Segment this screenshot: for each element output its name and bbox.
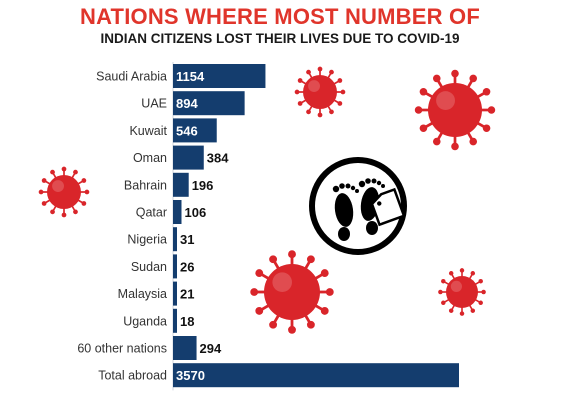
value-label: 26 bbox=[180, 259, 194, 274]
category-label: Oman bbox=[133, 151, 167, 165]
value-label: 106 bbox=[184, 205, 206, 220]
virus-icon bbox=[250, 250, 334, 334]
value-label: 21 bbox=[180, 287, 194, 302]
category-label: Nigeria bbox=[127, 233, 167, 247]
bar bbox=[173, 308, 177, 333]
value-label: 1154 bbox=[176, 69, 205, 84]
category-label: Total abroad bbox=[98, 369, 167, 383]
bar bbox=[173, 227, 177, 252]
value-label: 3570 bbox=[176, 368, 205, 383]
value-label: 196 bbox=[192, 178, 214, 193]
footprints-tag-icon bbox=[309, 157, 407, 255]
virus-icon bbox=[438, 268, 486, 316]
category-label: Saudi Arabia bbox=[96, 70, 167, 84]
category-label: 60 other nations bbox=[77, 342, 167, 356]
bars-group: Saudi Arabia 1154 UAE 894 Kuwait 546 Oman 384 Ba… bbox=[77, 62, 459, 391]
category-label: Sudan bbox=[131, 260, 167, 274]
value-label: 294 bbox=[200, 341, 222, 356]
value-label: 546 bbox=[176, 123, 198, 138]
value-label: 31 bbox=[180, 232, 194, 247]
chart-title: NATIONS WHERE MOST NUMBER OF bbox=[80, 4, 480, 29]
category-label: Malaysia bbox=[118, 287, 167, 301]
virus-icon bbox=[38, 166, 90, 218]
bar bbox=[173, 200, 182, 224]
category-label: UAE bbox=[141, 97, 167, 111]
value-label: 894 bbox=[176, 96, 198, 111]
bar bbox=[173, 281, 177, 306]
category-label: Bahrain bbox=[124, 178, 167, 192]
bar bbox=[173, 172, 189, 197]
virus-icons-group bbox=[38, 66, 496, 334]
bar bbox=[173, 118, 217, 143]
value-label: 18 bbox=[180, 314, 194, 329]
bar bbox=[173, 363, 459, 388]
bar bbox=[173, 145, 204, 170]
virus-icon bbox=[294, 66, 346, 118]
category-label: Kuwait bbox=[129, 124, 167, 138]
bar bbox=[173, 254, 177, 279]
category-label: Qatar bbox=[136, 206, 167, 220]
virus-icon bbox=[414, 69, 496, 151]
bar bbox=[173, 336, 197, 360]
bar bbox=[173, 64, 266, 88]
bar bbox=[173, 91, 245, 116]
value-label: 384 bbox=[207, 151, 229, 166]
category-label: Uganda bbox=[123, 314, 167, 328]
chart-subtitle: INDIAN CITIZENS LOST THEIR LIVES DUE TO … bbox=[100, 31, 460, 46]
